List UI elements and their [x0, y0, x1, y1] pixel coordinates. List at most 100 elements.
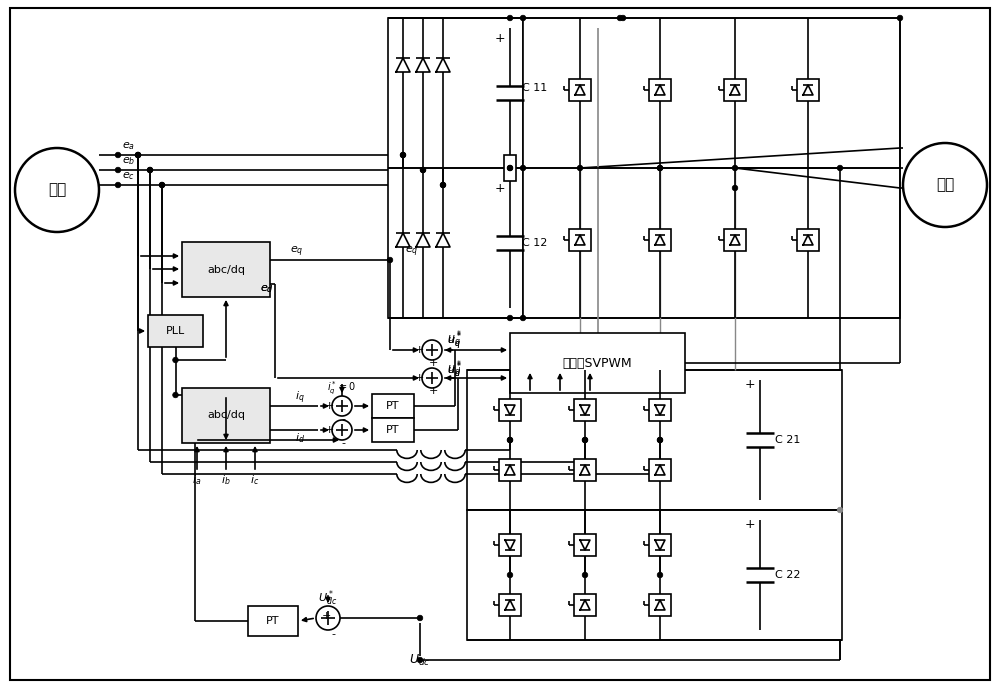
Bar [148, 315, 203, 347]
Circle shape [507, 572, 513, 578]
Circle shape [115, 182, 121, 188]
Text: $e_q$: $e_q$ [290, 245, 303, 259]
Bar [499, 534, 521, 556]
Bar [569, 79, 591, 101]
Circle shape [507, 315, 513, 321]
Text: $e_d$: $e_d$ [260, 283, 274, 295]
Circle shape [159, 182, 165, 188]
Text: $i_d$: $i_d$ [295, 431, 305, 445]
Text: +: + [428, 358, 438, 368]
Text: 电网: 电网 [48, 183, 66, 198]
Bar [499, 399, 521, 421]
Text: $u^*_d$: $u^*_d$ [447, 360, 462, 380]
Text: $i_a$: $i_a$ [192, 473, 202, 487]
Bar [574, 459, 596, 481]
Bar [574, 399, 596, 421]
Text: 双载波SVPWM: 双载波SVPWM [563, 356, 632, 369]
Bar [649, 459, 671, 481]
Bar [649, 79, 671, 101]
Circle shape [332, 420, 352, 440]
Text: $u^*_q$: $u^*_q$ [447, 329, 462, 351]
Text: $U^*_{dc}$: $U^*_{dc}$ [318, 588, 338, 608]
Bar [388, 18, 523, 318]
Text: +: + [414, 373, 424, 383]
Circle shape [422, 368, 442, 388]
Circle shape [115, 152, 121, 158]
Bar [724, 229, 746, 251]
Bar [372, 418, 414, 442]
Circle shape [507, 165, 513, 171]
Bar [797, 229, 819, 251]
Text: $e_b$: $e_b$ [122, 155, 135, 167]
Circle shape [582, 438, 588, 443]
Bar [467, 370, 842, 510]
Circle shape [400, 152, 406, 158]
Text: $e_a$: $e_a$ [122, 140, 135, 152]
Circle shape [15, 148, 99, 232]
Bar [182, 242, 270, 297]
Text: $u^*_q$: $u^*_q$ [447, 331, 462, 353]
Circle shape [135, 152, 141, 158]
Bar [649, 229, 671, 251]
Text: +: + [324, 425, 334, 435]
Text: $u^*_q$: $u^*_q$ [447, 331, 462, 353]
Circle shape [420, 167, 426, 173]
Text: -: - [341, 438, 345, 448]
Text: +: + [321, 611, 331, 621]
Text: -: - [331, 629, 335, 639]
Circle shape [507, 438, 513, 443]
Bar [499, 594, 521, 616]
Circle shape [837, 165, 843, 171]
Text: +: + [745, 519, 755, 531]
Circle shape [657, 438, 663, 443]
Circle shape [903, 143, 987, 227]
Text: PT: PT [386, 425, 400, 435]
Bar [372, 394, 414, 418]
Circle shape [135, 152, 141, 158]
Text: C 12: C 12 [522, 238, 547, 248]
Bar [523, 18, 900, 318]
Text: +: + [495, 181, 505, 194]
Circle shape [577, 165, 583, 171]
Circle shape [159, 182, 165, 188]
Bar [649, 399, 671, 421]
Bar [649, 534, 671, 556]
Circle shape [837, 507, 843, 513]
Text: $i^*_q=0$: $i^*_q=0$ [327, 380, 357, 397]
Circle shape [582, 438, 588, 443]
Bar [499, 459, 521, 481]
Circle shape [387, 257, 393, 263]
Text: abc/dq: abc/dq [207, 265, 245, 274]
Circle shape [617, 15, 623, 21]
Circle shape [417, 657, 423, 663]
Bar [510, 333, 685, 393]
Circle shape [417, 615, 423, 621]
Bar [182, 388, 270, 443]
Bar [467, 510, 842, 640]
Circle shape [732, 165, 738, 171]
Text: C 22: C 22 [775, 570, 800, 580]
Text: PT: PT [386, 401, 400, 411]
Circle shape [620, 15, 626, 21]
Bar [248, 606, 298, 636]
Circle shape [332, 396, 352, 416]
Circle shape [520, 315, 526, 321]
Bar [574, 534, 596, 556]
Circle shape [147, 167, 153, 173]
Text: $i_q$: $i_q$ [295, 390, 305, 407]
Circle shape [115, 167, 121, 173]
Bar [797, 79, 819, 101]
Bar [649, 594, 671, 616]
Circle shape [657, 572, 663, 578]
Circle shape [657, 165, 663, 171]
Circle shape [440, 182, 446, 188]
Circle shape [173, 392, 178, 398]
Text: 电机: 电机 [936, 178, 954, 192]
Text: +: + [745, 378, 755, 391]
Text: $u^*_d$: $u^*_d$ [447, 358, 462, 378]
Bar [724, 79, 746, 101]
Circle shape [135, 152, 141, 158]
Circle shape [507, 438, 513, 443]
Circle shape [657, 165, 663, 171]
Text: C 11: C 11 [522, 83, 547, 93]
